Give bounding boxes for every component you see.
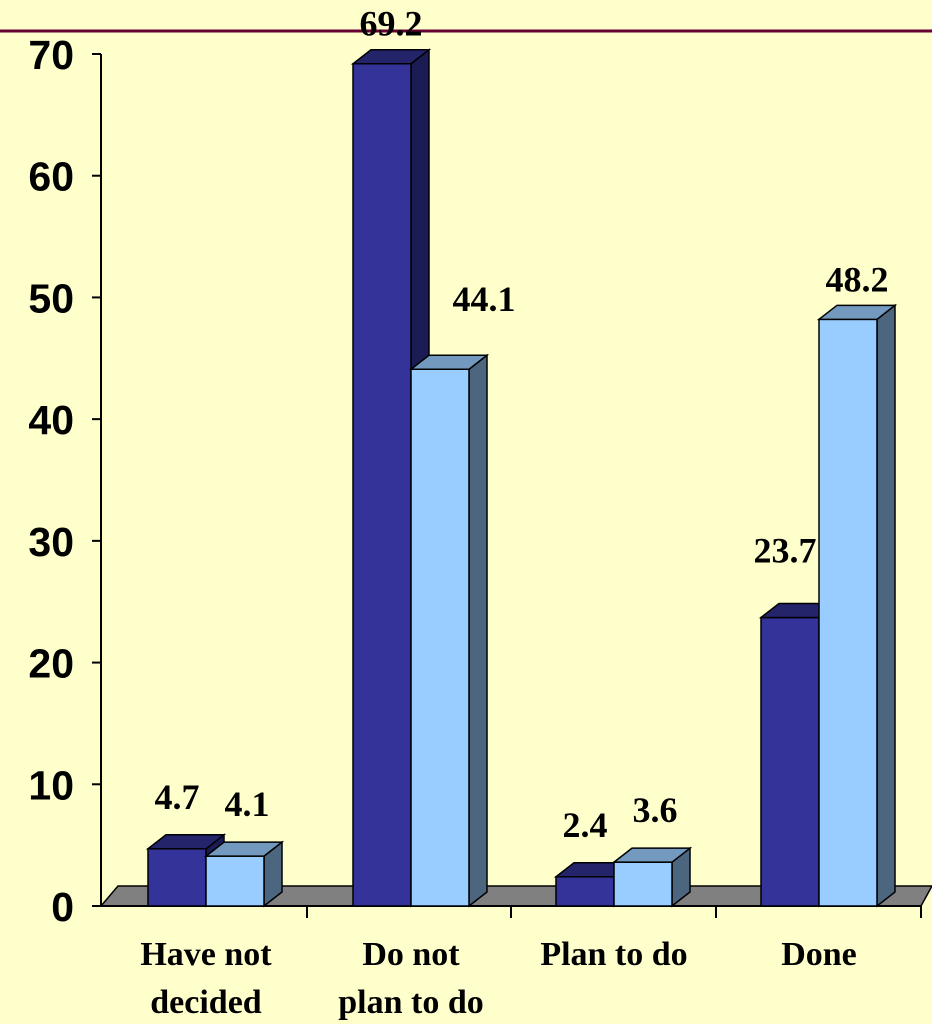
x-category-label: Do not [362,936,460,973]
data-label: 48.2 [826,259,889,299]
x-category-label: Have not [140,936,272,973]
y-tick-label: 40 [28,397,74,443]
data-label: 23.7 [754,531,817,571]
data-label: 4.7 [155,777,200,817]
x-category-label: decided [150,984,262,1021]
bar-front [352,62,412,907]
bar-front [410,368,470,907]
bar [203,840,285,908]
y-tick-label: 50 [28,275,74,321]
x-axis-labels: Have not decided Do not plan to do Plan to d… [140,936,856,1021]
data-labels-layer: 4.7 69.2 2.4 23.7 4.1 44.1 3.6 48.2 [155,4,889,845]
bar-front [147,848,207,907]
bar-front [205,855,265,907]
bar-top [203,841,285,857]
data-label: 2.4 [563,805,608,845]
x-category-label: plan to do [338,984,484,1021]
bar-top [611,847,693,863]
bars-layer [145,48,898,908]
data-label: 3.6 [633,790,678,830]
y-tick-label: 30 [28,519,74,565]
x-category-label: Done [781,936,857,973]
bar-top [408,354,490,370]
bar-front [555,876,615,907]
bar [408,353,490,908]
y-axis-ticks: 0 10 20 30 40 50 60 70 [28,32,922,930]
y-tick-label: 20 [28,641,74,687]
bar-side [876,303,896,908]
bar-top [145,834,227,850]
bar-front [760,616,820,907]
y-tick-label: 0 [51,884,74,930]
bar-top [350,48,432,65]
bar [816,303,898,908]
y-tick-label: 10 [28,762,74,808]
bar [611,846,693,908]
bar-side [468,353,488,908]
y-tick-label: 60 [28,154,74,200]
data-label: 69.2 [360,4,423,44]
bar-front [818,318,878,907]
y-tick-label: 70 [28,32,74,78]
data-label: 4.1 [225,784,270,824]
bar-front [613,861,673,907]
data-label: 44.1 [453,279,516,319]
x-category-label: Plan to do [540,936,687,973]
bar-top [816,304,898,321]
